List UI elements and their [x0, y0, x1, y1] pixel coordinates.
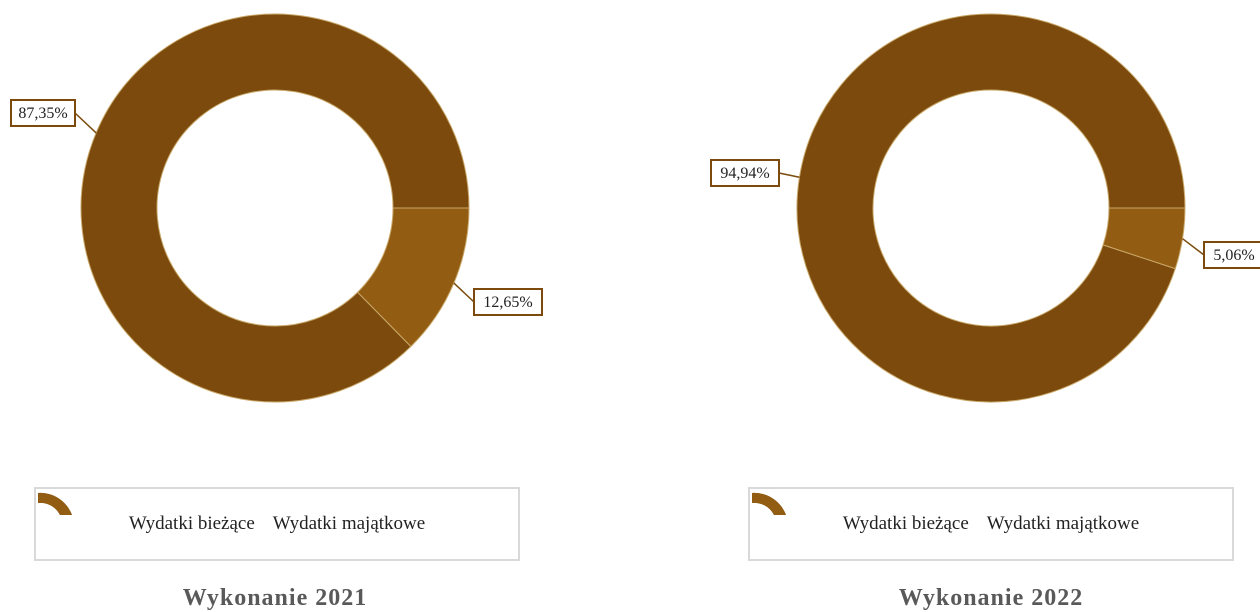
chart-panel-2021: 87,35% 12,65% Wydatki bieżące Wydatki maj… [10, 13, 543, 611]
legend-swatch-majatkowe-icon [752, 492, 786, 515]
legend-item-majatkowe[interactable]: Wydatki majątkowe [752, 492, 1140, 535]
chart-title-2022: Wykonanie 2022 [898, 585, 1084, 611]
leader-line [778, 172, 800, 179]
slice-wydatki-biezace[interactable] [796, 13, 1186, 403]
data-label: 94,94% [720, 165, 769, 182]
legend-2022: Wydatki bieżące Wydatki majątkowe [748, 487, 1234, 561]
data-label-box [473, 288, 543, 316]
data-label-box [10, 99, 76, 127]
chart-title-2021: Wykonanie 2021 [182, 585, 368, 611]
leader-line [74, 112, 97, 134]
legend-label-biezace: Wydatki bieżące [842, 513, 969, 534]
data-label-box [1203, 241, 1260, 269]
data-label: 12,65% [483, 294, 532, 311]
legend-item-majatkowe[interactable]: Wydatki majątkowe [38, 492, 426, 535]
data-label: 5,06% [1213, 247, 1254, 264]
data-label-box [710, 159, 780, 187]
slice-wydatki-majatkowe[interactable] [356, 207, 470, 348]
leader-line [453, 282, 475, 303]
leader-line [1182, 238, 1205, 256]
legend-label-majatkowe: Wydatki majątkowe [272, 513, 426, 534]
slice-wydatki-majatkowe[interactable] [1102, 207, 1186, 270]
chart-panel-2022: 94,94% 5,06% Wydatki bieżące Wydatki mają… [630, 0, 1260, 612]
legend-label-majatkowe: Wydatki majątkowe [986, 513, 1140, 534]
legend-swatch-majatkowe-icon [38, 492, 72, 515]
slice-wydatki-biezace[interactable] [80, 13, 470, 403]
legend-2021: Wydatki bieżące Wydatki majątkowe [34, 487, 520, 561]
legend-item-biezace[interactable]: Wydatki bieżące [38, 492, 255, 535]
donut-chart-2022: 94,94% 5,06% [710, 13, 1260, 403]
data-label: 87,35% [18, 105, 67, 122]
legend-item-biezace[interactable]: Wydatki bieżące [752, 492, 969, 535]
donut-chart-2021: 87,35% 12,65% [10, 13, 543, 403]
legend-label-biezace: Wydatki bieżące [128, 513, 255, 534]
